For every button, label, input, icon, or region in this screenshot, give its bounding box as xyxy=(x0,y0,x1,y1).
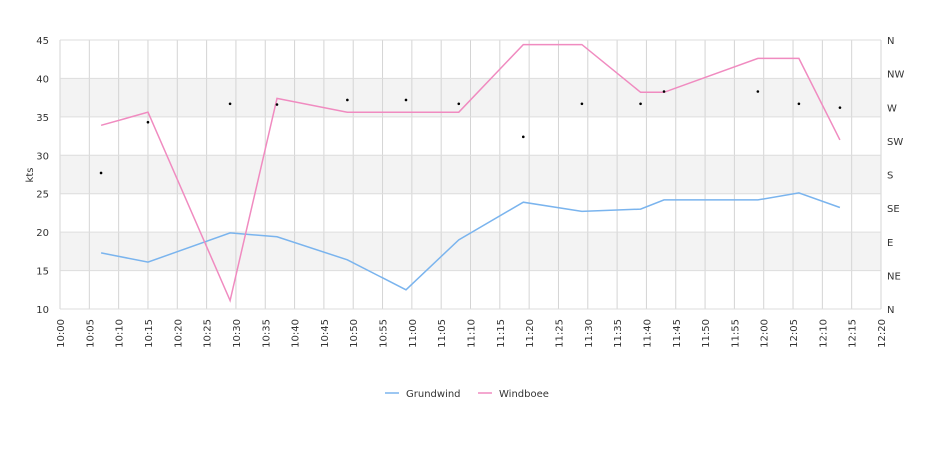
direction-marker xyxy=(521,135,525,139)
direction-marker xyxy=(228,102,232,106)
right-axis-ticks: N NE E SE S SW W NW N xyxy=(887,36,904,316)
x-tick-label: 10:10 xyxy=(115,319,126,348)
x-tick-label: 10:45 xyxy=(320,319,331,348)
grid-lines xyxy=(59,39,882,310)
direction-marker xyxy=(838,106,842,109)
legend-label-windboee: Windboee xyxy=(499,389,549,400)
x-tick-label: 12:15 xyxy=(848,319,859,348)
direction-marker xyxy=(275,103,279,106)
direction-marker xyxy=(639,102,642,106)
direction-tick-label: N xyxy=(887,36,894,47)
x-tick-label: 11:55 xyxy=(730,319,741,348)
direction-marker xyxy=(662,90,666,93)
x-tick-label: 12:20 xyxy=(877,319,888,348)
direction-marker xyxy=(457,102,461,106)
y-tick-label: 30 xyxy=(36,151,49,162)
series-lines xyxy=(100,43,841,303)
x-tick-label: 11:15 xyxy=(496,319,507,348)
y-axis-label: kts xyxy=(25,168,36,183)
x-tick-label: 11:10 xyxy=(467,319,478,348)
direction-markers xyxy=(99,90,842,175)
direction-marker xyxy=(146,120,150,124)
x-tick-label: 10:50 xyxy=(349,319,360,348)
x-tick-label: 12:10 xyxy=(818,319,829,348)
x-tick-label: 11:50 xyxy=(701,319,712,348)
x-axis-ticks: 10:00 10:05 10:10 10:15 10:20 10:25 10:30 10:35… xyxy=(56,319,888,348)
x-tick-label: 10:05 xyxy=(85,319,96,348)
x-tick-label: 11:45 xyxy=(672,319,683,348)
x-tick-label: 11:05 xyxy=(437,319,448,348)
x-tick-label: 10:40 xyxy=(291,319,302,348)
x-tick-label: 11:00 xyxy=(408,319,419,348)
x-tick-label: 10:30 xyxy=(232,319,243,348)
direction-marker xyxy=(580,102,584,106)
y-tick-label: 10 xyxy=(36,305,49,316)
x-tick-label: 11:25 xyxy=(554,319,565,348)
legend-label-grundwind: Grundwind xyxy=(406,389,461,400)
series-line-windboee xyxy=(100,43,841,303)
direction-tick-label: E xyxy=(887,238,893,249)
direction-tick-label: SE xyxy=(887,204,900,215)
y-axis-ticks: 10 15 20 25 30 35 40 45 xyxy=(36,36,49,316)
x-tick-label: 11:40 xyxy=(642,319,653,348)
x-tick-label: 10:55 xyxy=(379,319,390,348)
y-tick-label: 45 xyxy=(36,36,49,47)
direction-marker xyxy=(404,98,408,102)
x-tick-label: 12:00 xyxy=(760,319,771,348)
y-tick-label: 35 xyxy=(36,113,49,124)
x-tick-label: 11:30 xyxy=(584,319,595,348)
y-tick-label: 40 xyxy=(36,74,49,85)
x-tick-label: 11:35 xyxy=(613,319,624,348)
y-tick-label: 20 xyxy=(36,228,49,239)
direction-tick-label: NW xyxy=(887,70,904,81)
direction-marker xyxy=(99,171,103,175)
direction-marker xyxy=(797,102,801,106)
x-tick-label: 10:15 xyxy=(144,319,155,348)
series-line-grundwind xyxy=(100,192,841,291)
x-tick-label: 10:20 xyxy=(173,319,184,348)
x-tick-label: 12:05 xyxy=(789,319,800,348)
direction-tick-label: S xyxy=(887,171,893,182)
direction-tick-label: SW xyxy=(887,137,903,148)
x-tick-label: 11:20 xyxy=(525,319,536,348)
direction-tick-label: N xyxy=(887,305,894,316)
x-tick-label: 10:25 xyxy=(203,319,214,348)
x-tick-label: 10:35 xyxy=(261,319,272,348)
legend: Grundwind Windboee xyxy=(385,389,549,400)
direction-marker xyxy=(756,90,760,93)
y-tick-label: 25 xyxy=(36,190,49,201)
direction-marker xyxy=(346,98,349,102)
y-tick-label: 15 xyxy=(36,267,49,278)
direction-tick-label: NE xyxy=(887,271,901,282)
x-tick-label: 10:00 xyxy=(56,319,67,348)
direction-tick-label: W xyxy=(887,103,897,114)
